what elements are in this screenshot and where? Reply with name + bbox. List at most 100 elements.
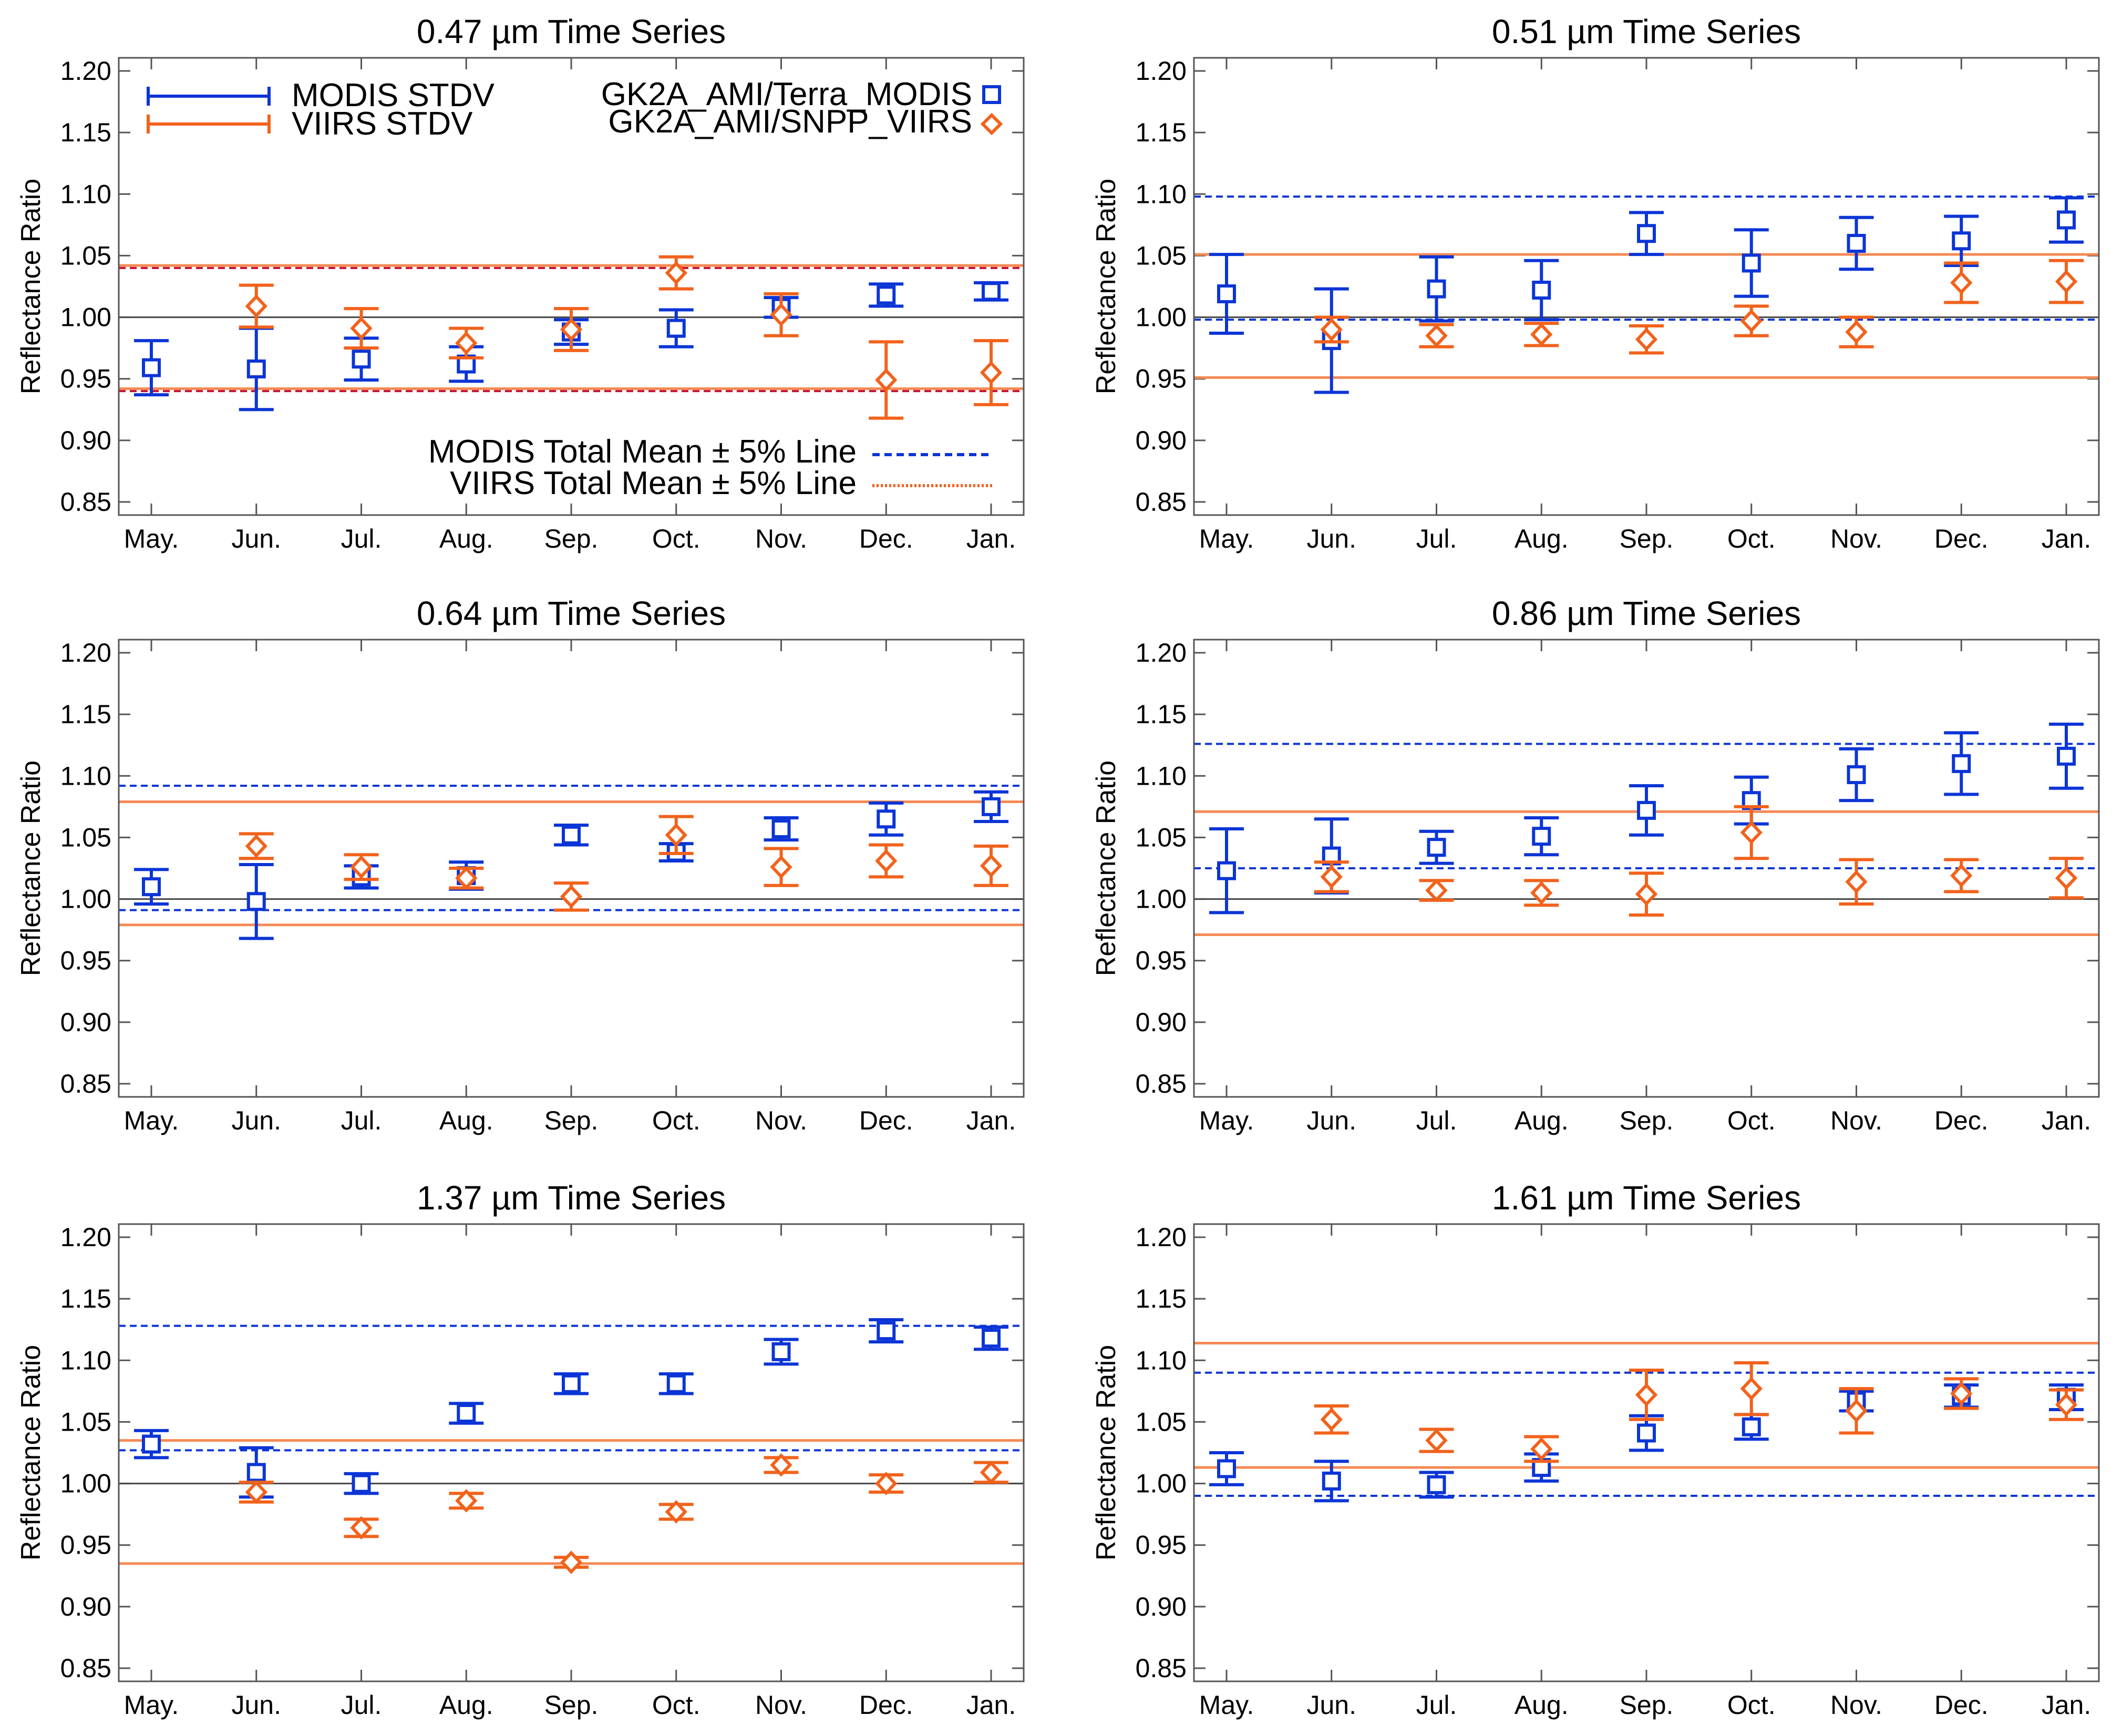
chart-panel-3: 0.64 µm Time Series Reflectance Ratio 0.85… (16, 594, 1025, 1135)
x-tick-label: Jan. (2042, 524, 2092, 553)
y-axis-label: Reflectance Ratio (1091, 179, 1121, 394)
x-tick-label: Aug. (1515, 1690, 1569, 1720)
x-tick-label: Dec. (859, 524, 913, 553)
x-tick-label: Jan. (2042, 1690, 2092, 1720)
plot-frame (1193, 57, 2100, 516)
y-tick-label: 0.95 (60, 946, 111, 975)
y-tick-label: 1.05 (60, 823, 111, 852)
y-tick-label: 0.90 (60, 1008, 111, 1037)
viirs-point (245, 1480, 267, 1504)
y-tick-label: 0.85 (1136, 1653, 1187, 1683)
x-tick-label: Jun. (1306, 1106, 1356, 1135)
viirs-point (1845, 1399, 1868, 1423)
y-tick-label: 0.95 (60, 1530, 111, 1560)
chart-title: 0.86 µm Time Series (1492, 594, 1801, 632)
y-tick-label: 0.85 (60, 1653, 111, 1683)
x-tick-label: May. (124, 1106, 179, 1135)
y-axis-label: Reflectance Ratio (1091, 1345, 1121, 1560)
viirs-point (665, 261, 687, 285)
plot-frame (1193, 1223, 2100, 1682)
modis-point (1637, 224, 1656, 243)
viirs-point (1740, 1377, 1763, 1401)
viirs-point (1530, 1437, 1553, 1461)
legend-modis-stdv-swatch (147, 87, 271, 106)
y-tick-label: 0.85 (60, 1069, 111, 1098)
viirs-point (1530, 323, 1553, 346)
viirs-point (245, 834, 267, 858)
viirs-point (1950, 864, 1973, 888)
chart-title: 1.61 µm Time Series (1492, 1179, 1801, 1217)
viirs-point (560, 885, 583, 909)
viirs-point (1740, 309, 1763, 333)
modis-point (1637, 1423, 1656, 1443)
viirs-point (1320, 317, 1343, 342)
modis-point (1952, 231, 1971, 251)
chart-title: 0.47 µm Time Series (417, 13, 726, 50)
modis-point (352, 1474, 371, 1493)
viirs-point (1635, 882, 1658, 906)
viirs-point (1950, 1382, 1973, 1405)
x-tick-label: Jul. (1416, 524, 1457, 553)
modis-point (1952, 754, 1971, 773)
modis-point (982, 1329, 1001, 1348)
viirs-point (1320, 865, 1343, 889)
y-tick-label: 0.90 (60, 1592, 111, 1621)
y-tick-label: 0.95 (1136, 364, 1187, 394)
x-tick-label: Oct. (652, 524, 701, 553)
y-tick-label: 1.20 (60, 56, 111, 86)
chart-title: 0.51 µm Time Series (1492, 13, 1801, 50)
viirs-point (1635, 327, 1658, 352)
y-tick-label: 1.00 (60, 1469, 111, 1498)
modis-point (1742, 1417, 1761, 1436)
viirs-point (1740, 820, 1763, 845)
x-tick-label: Nov. (755, 1106, 807, 1135)
y-tick-label: 1.10 (1136, 761, 1187, 790)
x-tick-label: Nov. (1830, 1106, 1882, 1135)
x-tick-label: Sep. (544, 1690, 599, 1720)
y-tick-label: 1.05 (1136, 823, 1187, 852)
x-tick-label: Oct. (1727, 1106, 1776, 1135)
viirs-point (455, 866, 478, 890)
y-tick-label: 0.95 (1136, 946, 1187, 975)
modis-point (877, 285, 896, 305)
x-tick-label: Nov. (1830, 524, 1882, 553)
y-tick-label: 1.10 (60, 179, 111, 209)
y-axis-label: Reflectance Ratio (16, 1345, 46, 1560)
chart-panel-5: 1.37 µm Time Series Reflectance Ratio 0.85… (16, 1179, 1025, 1720)
y-tick-label: 0.90 (60, 426, 111, 455)
y-tick-label: 1.00 (1136, 303, 1187, 332)
plot-frame (118, 639, 1025, 1098)
modis-point (457, 1404, 476, 1423)
legend-viirs-mean-line-label: VIIRS Total Mean ± 5% Line (450, 465, 857, 501)
viirs-point (980, 854, 1003, 878)
x-tick-label: Jun. (231, 524, 281, 553)
legend-modis-mean-line-label: MODIS Total Mean ± 5% Line (428, 434, 857, 470)
y-tick-label: 1.20 (60, 638, 111, 667)
y-tick-label: 1.15 (60, 118, 111, 147)
x-tick-label: Jun. (1306, 1690, 1356, 1720)
viirs-point (875, 849, 898, 873)
x-tick-label: Jul. (1416, 1690, 1457, 1720)
modis-point (771, 819, 791, 839)
viirs-point (980, 361, 1003, 385)
y-tick-label: 1.05 (1136, 241, 1187, 270)
chart-title: 1.37 µm Time Series (417, 1179, 726, 1217)
plot-frame (118, 1223, 1025, 1682)
viirs-point (1950, 271, 1973, 295)
y-tick-label: 1.00 (1136, 885, 1187, 914)
modis-point (982, 282, 1001, 301)
viirs-point (875, 368, 898, 392)
x-tick-label: Dec. (859, 1690, 913, 1720)
modis-point (1637, 800, 1656, 820)
y-tick-label: 1.15 (60, 1284, 111, 1313)
x-tick-label: Aug. (1515, 524, 1569, 553)
y-tick-label: 1.15 (60, 700, 111, 729)
x-tick-label: Dec. (1934, 1106, 1989, 1135)
modis-point (1847, 765, 1866, 784)
x-tick-label: Oct. (652, 1106, 701, 1135)
y-tick-label: 1.20 (60, 1223, 111, 1252)
modis-point (1427, 279, 1446, 299)
viirs-point (770, 303, 792, 327)
legend-viirs-stdv-swatch (147, 115, 271, 133)
plot-frame (118, 57, 1025, 516)
